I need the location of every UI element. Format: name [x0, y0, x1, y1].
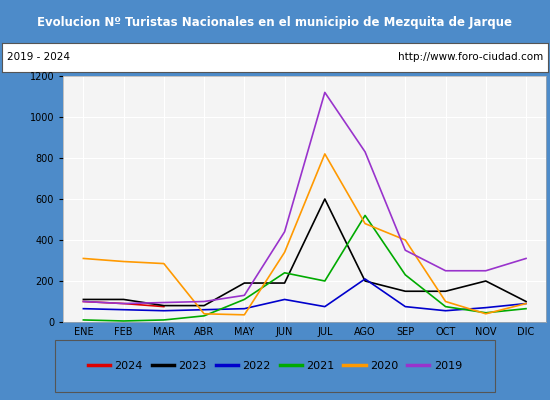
Text: http://www.foro-ciudad.com: http://www.foro-ciudad.com: [398, 52, 543, 62]
Legend: 2024, 2023, 2022, 2021, 2020, 2019: 2024, 2023, 2022, 2021, 2020, 2019: [84, 356, 466, 376]
Text: Evolucion Nº Turistas Nacionales en el municipio de Mezquita de Jarque: Evolucion Nº Turistas Nacionales en el m…: [37, 16, 513, 29]
Text: 2019 - 2024: 2019 - 2024: [7, 52, 69, 62]
